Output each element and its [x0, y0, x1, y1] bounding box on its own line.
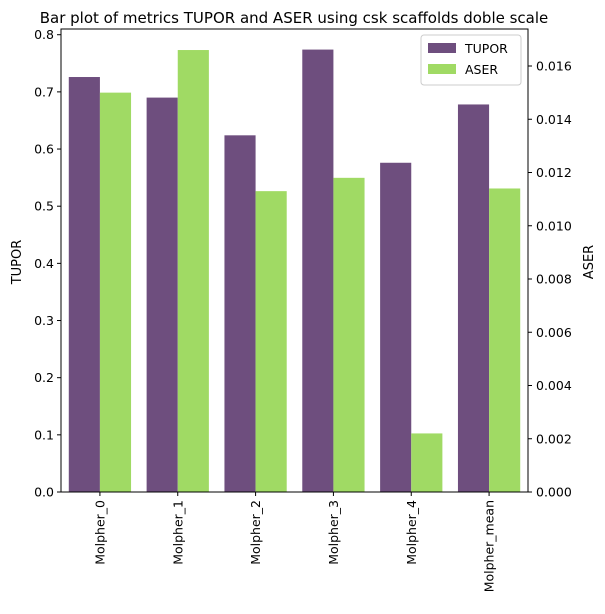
- plot-frame: [60, 28, 529, 493]
- left-axis: 0.0 0.1 0.2 0.3 0.4 0.5 0.6 0.7 0.8: [34, 27, 61, 500]
- left-tick-label: 0.8: [34, 27, 54, 42]
- left-tick-label: 0.5: [34, 199, 54, 214]
- left-tick-label: 0.1: [34, 427, 54, 442]
- bar-tupor-molpher_0: [68, 77, 100, 492]
- right-tick-label: 0.006: [536, 325, 572, 340]
- bar-aser-molpher_mean: [489, 188, 521, 492]
- bar-tupor-molpher_4: [380, 162, 412, 492]
- left-tick-label: 0.7: [34, 84, 54, 99]
- right-tick-label: 0.012: [536, 165, 572, 180]
- left-tick-label: 0.0: [34, 485, 54, 500]
- bars-group: [68, 49, 521, 493]
- bar-tupor-molpher_1: [146, 97, 178, 492]
- bar-aser-molpher_4: [411, 433, 443, 492]
- right-tick-label: 0.014: [536, 112, 572, 127]
- legend-swatch-aser: [428, 64, 456, 74]
- left-axis-label: TUPOR: [10, 240, 25, 286]
- right-tick-label: 0.016: [536, 59, 572, 74]
- left-tick-label: 0.6: [34, 142, 54, 157]
- right-tick-label: 0.002: [536, 431, 572, 446]
- chart-title: Bar plot of metrics TUPOR and ASER using…: [40, 9, 549, 27]
- x-tick-label: Molpher_mean: [482, 500, 497, 592]
- bar-aser-molpher_2: [255, 191, 287, 492]
- right-tick-label: 0.008: [536, 272, 572, 287]
- bar-aser-molpher_3: [333, 177, 365, 492]
- bar-aser-molpher_0: [99, 92, 132, 493]
- right-tick-label: 0.000: [536, 485, 572, 500]
- x-tick-label: Molpher_4: [404, 500, 419, 565]
- right-tick-label: 0.010: [536, 218, 572, 233]
- x-tick-label: Molpher_0: [92, 500, 107, 565]
- left-tick-label: 0.3: [34, 313, 54, 328]
- x-tick-label: Molpher_2: [248, 500, 263, 565]
- bar-tupor-molpher_3: [302, 49, 334, 492]
- legend-label-aser: ASER: [465, 62, 498, 77]
- x-axis: Molpher_0 Molpher_1 Molpher_2 Molpher_3 Molp…: [92, 492, 497, 592]
- right-axis: 0.000 0.002 0.004 0.006 0.008 0.010 0.012 0.014…: [528, 59, 572, 500]
- bar-tupor-molpher_mean: [457, 104, 490, 493]
- legend-label-tupor: TUPOR: [464, 41, 508, 56]
- x-tick-label: Molpher_3: [326, 500, 341, 565]
- bar-aser-molpher_1: [177, 50, 209, 492]
- legend-swatch-tupor: [428, 43, 456, 53]
- bar-tupor-molpher_2: [224, 135, 256, 492]
- legend: TUPOR ASER: [420, 34, 522, 86]
- right-axis-label: ASER: [582, 245, 597, 279]
- left-tick-label: 0.2: [34, 370, 54, 385]
- left-tick-label: 0.4: [34, 256, 54, 271]
- x-tick-label: Molpher_1: [170, 500, 185, 565]
- right-tick-label: 0.004: [536, 378, 572, 393]
